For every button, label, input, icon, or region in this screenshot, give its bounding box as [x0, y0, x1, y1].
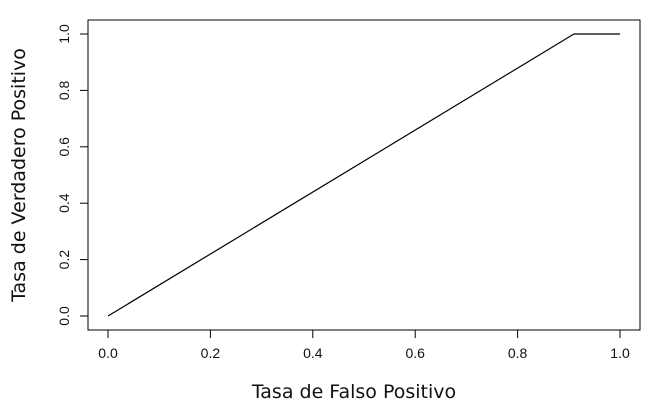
x-tick-label: 0.8 [508, 345, 528, 361]
x-axis: 0.0 0.2 0.4 0.6 0.8 1.0 [98, 329, 630, 361]
y-tick-label: 0.4 [56, 193, 72, 213]
x-tick-label: 0.4 [303, 345, 323, 361]
x-tick-label: 0.0 [98, 345, 118, 361]
series-layer [107, 33, 620, 317]
y-axis-title: Tasa de Verdadero Positivo [8, 48, 30, 303]
y-tick-label: 1.0 [56, 24, 72, 44]
y-tick-label: 0.2 [56, 250, 72, 270]
roc-curve-line [107, 33, 620, 317]
y-tick-label: 0.6 [56, 137, 72, 157]
y-tick-label: 0.8 [56, 80, 72, 100]
x-tick-label: 1.0 [610, 345, 630, 361]
x-tick-label: 0.2 [201, 345, 221, 361]
x-axis-title: Tasa de Falso Positivo [251, 381, 456, 403]
y-axis: 0.0 0.2 0.4 0.6 0.8 1.0 [56, 24, 89, 326]
plot-frame [87, 19, 641, 331]
y-tick-label: 0.0 [56, 306, 72, 326]
x-tick-label: 0.6 [405, 345, 425, 361]
